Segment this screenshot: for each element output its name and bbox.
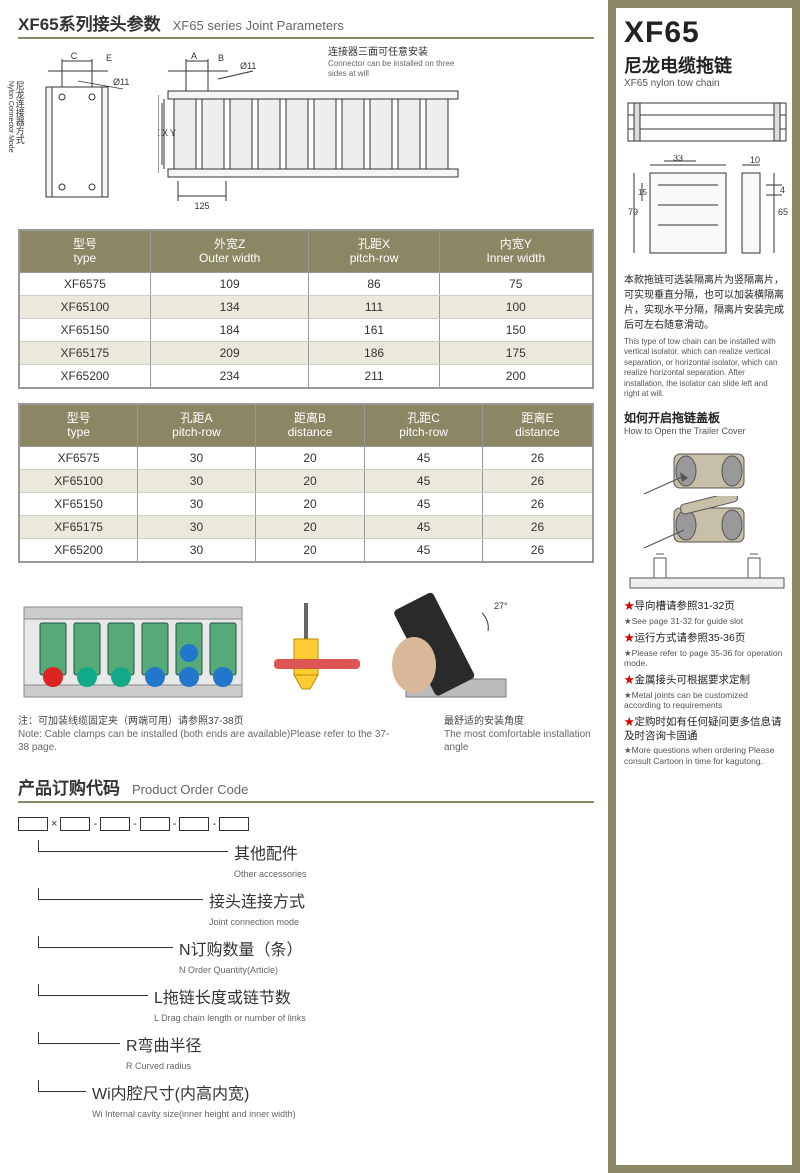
sidebar-note: ★金属接头可根据要求定制	[624, 674, 784, 688]
diagram-connector-mode: 尼龙连接器方式 Nylon Connector Mode C E Ø11	[18, 51, 138, 211]
guide-slot-diag	[624, 550, 790, 594]
section-header-order: 产品订购代码 Product Order Code	[18, 774, 594, 803]
open-step-1	[624, 442, 790, 496]
col-header: 孔距Cpitch-row	[365, 404, 483, 446]
product-code: XF65	[624, 16, 784, 50]
col-header: 孔距Xpitch-row	[309, 230, 439, 272]
table-row: XF657530204526	[19, 446, 593, 469]
svg-text:A: A	[191, 51, 197, 61]
illus-clip	[272, 599, 362, 709]
table-dimensions-2: 型号type孔距Apitch-row距离Bdistance孔距Cpitch-ro…	[18, 403, 594, 563]
table-row: XF65200234211200	[19, 364, 593, 388]
order-item: R弯曲半径R Curved radius	[38, 1029, 594, 1077]
open-heading-en: How to Open the Trailer Cover	[624, 426, 784, 436]
svg-text:Z: Z	[158, 128, 160, 138]
open-heading-zh: 如何开启拖链盖板	[624, 409, 784, 426]
col-header: 外宽ZOuter width	[150, 230, 309, 272]
vert-label: 尼龙连接器方式 Nylon Connector Mode	[4, 81, 24, 153]
svg-text:Ø11: Ø11	[113, 77, 129, 87]
svg-text:33: 33	[673, 155, 683, 163]
sidebar-note: ★导向槽请参照31-32页	[624, 600, 784, 614]
illustration-row: 27°	[18, 579, 594, 709]
table-row: XF65175209186175	[19, 341, 593, 364]
table-row: XF65751098675	[19, 272, 593, 295]
svg-text:B: B	[218, 53, 224, 63]
col-header: 距离Bdistance	[255, 404, 365, 446]
header-en: Product Order Code	[132, 782, 248, 797]
install-note: 连接器三面可任意安装 Connector can be installed on…	[328, 47, 468, 78]
col-header: 型号type	[19, 230, 150, 272]
sidebar-diag-front	[624, 97, 790, 147]
sidebar: XF65 尼龙电缆拖链 XF65 nylon tow chain 33 10	[608, 0, 800, 1173]
col-header: 型号type	[19, 404, 138, 446]
sidebar-note: ★运行方式请参照35-36页	[624, 632, 784, 646]
svg-text:125: 125	[194, 201, 209, 211]
order-item: 其他配件Other accessories	[38, 837, 594, 885]
table-row: XF6517530204526	[19, 515, 593, 538]
svg-text:10: 10	[750, 155, 760, 165]
svg-text:15: 15	[638, 188, 647, 197]
main-content: XF65系列接头参数 XF65 series Joint Parameters …	[0, 0, 608, 1173]
svg-text:4: 4	[780, 185, 785, 195]
header-zh: XF65系列接头参数	[18, 10, 161, 35]
svg-text:C: C	[71, 51, 78, 61]
table-row: XF6520030204526	[19, 538, 593, 562]
order-item: N订购数量（条）N Order Quantity(Article)	[38, 933, 594, 981]
sidebar-diag-section: 33 10 4 79 15 65	[624, 155, 790, 265]
illus-angle: 27°	[386, 579, 526, 709]
header-en: XF65 series Joint Parameters	[173, 18, 344, 33]
svg-text:E: E	[106, 53, 112, 63]
svg-text:65: 65	[778, 207, 788, 217]
order-code-diagram: × - - - - 其他配件Other accessories接头连接方式Joi…	[18, 817, 594, 1125]
product-name-en: XF65 nylon tow chain	[624, 78, 784, 89]
header-zh: 产品订购代码	[18, 774, 120, 799]
desc-en: This type of tow chain can be installed …	[624, 337, 784, 399]
sidebar-note: ★定购时如有任何疑问更多信息请及时咨询卡固通	[624, 716, 784, 743]
illus-clamps	[18, 589, 248, 709]
diagram-chain-top: 连接器三面可任意安装 Connector can be installed on…	[158, 51, 468, 211]
svg-text:79: 79	[628, 207, 638, 217]
desc-zh: 本款拖链可选装隔离片为竖隔离片，可实现垂直分隔，也可以加装横隔离片，实现水平分隔…	[624, 273, 784, 333]
svg-text:27°: 27°	[494, 601, 508, 611]
col-header: 内宽YInner width	[439, 230, 593, 272]
table-row: XF6510030204526	[19, 469, 593, 492]
table-row: XF6515030204526	[19, 492, 593, 515]
svg-text:X: X	[162, 128, 168, 138]
table-row: XF65100134111100	[19, 295, 593, 318]
joint-diagrams: 尼龙连接器方式 Nylon Connector Mode C E Ø11	[18, 51, 594, 211]
col-header: 距离Edistance	[482, 404, 593, 446]
table-dimensions-1: 型号type外宽ZOuter width孔距Xpitch-row内宽YInner…	[18, 229, 594, 389]
illustration-notes: 注：可加装线缆固定夹（两端可用）请参照37-38页 Note: Cable cl…	[18, 715, 594, 754]
section-header-params: XF65系列接头参数 XF65 series Joint Parameters	[18, 10, 594, 39]
svg-text:Ø11: Ø11	[240, 61, 256, 71]
order-item: L拖链长度或链节数L Drag chain length or number o…	[38, 981, 594, 1029]
product-name-zh: 尼龙电缆拖链	[624, 52, 784, 78]
open-step-2	[624, 496, 790, 550]
svg-text:Y: Y	[170, 128, 176, 138]
order-item: 接头连接方式Joint connection mode	[38, 885, 594, 933]
col-header: 孔距Apitch-row	[138, 404, 256, 446]
table-row: XF65150184161150	[19, 318, 593, 341]
order-item: Wi内腔尺寸(内高内宽)Wi Internal cavity size(inne…	[38, 1077, 594, 1125]
